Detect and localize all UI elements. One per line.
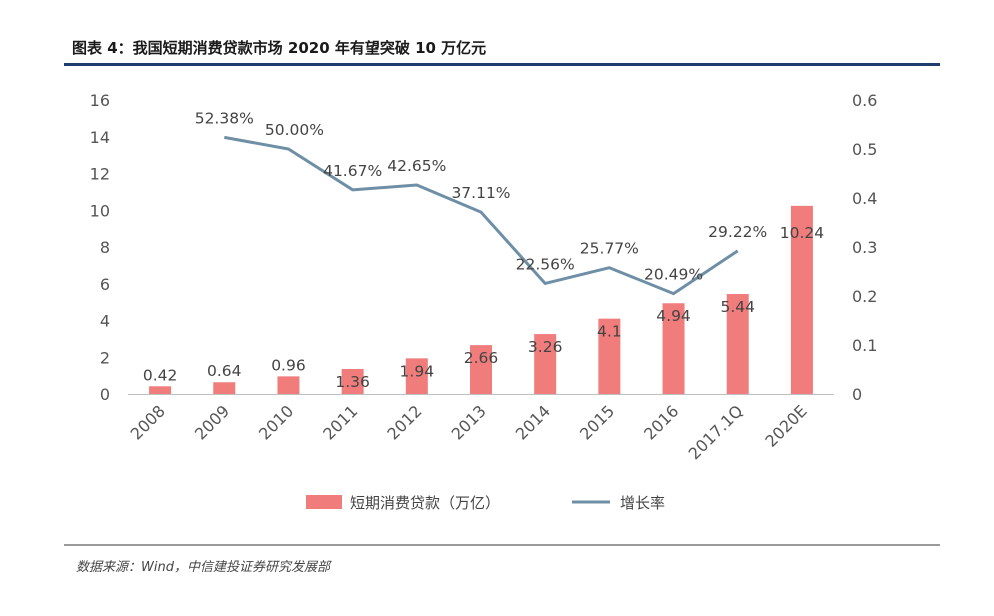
y-right-tick-label: 0.4 [852,189,877,208]
line-data-label: 50.00% [265,121,324,139]
line-data-label: 22.56% [516,255,575,273]
x-tick-label: 2013 [448,401,490,443]
legend-line-label: 增长率 [620,494,665,512]
x-tick-label: 2012 [383,401,425,443]
line-data-label: 25.77% [580,240,639,258]
y-left-tick-label: 8 [100,238,110,257]
bar-data-label: 1.36 [335,373,370,391]
chart-title: 图表 4：我国短期消费贷款市场 2020 年有望突破 10 万亿元 [72,39,487,57]
bar-data-label: 10.24 [780,224,824,242]
bar-data-label: 5.44 [720,298,755,316]
line-data-label: 52.38% [195,109,254,127]
bar [341,369,364,394]
bar [790,205,813,394]
bar [662,303,685,394]
y-left-tick-label: 10 [90,201,110,220]
bar-data-label: 4.1 [597,323,622,341]
y-right-tick-label: 0.6 [852,91,877,110]
y-left-tick-label: 12 [90,165,110,184]
bar [405,358,428,394]
bar [726,294,749,394]
y-right-tick-label: 0.5 [852,140,877,159]
y-left-tick-label: 2 [100,348,110,367]
bar-data-label: 0.96 [271,356,306,374]
line-data-label: 37.11% [451,184,510,202]
y-right-tick-label: 0 [852,385,862,404]
bar-data-label: 0.64 [207,362,242,380]
title-divider [64,63,940,66]
line-data-label: 41.67% [323,162,382,180]
y-left-tick-label: 0 [100,385,110,404]
bar [213,382,236,394]
x-tick-label: 2015 [576,401,618,443]
line-data-label: 20.49% [644,266,703,284]
x-tick-label: 2014 [512,401,554,443]
legend-bar-label: 短期消费贷款（万亿） [350,494,500,512]
bar [534,334,557,394]
bar [149,386,172,394]
bar-data-label: 2.66 [464,349,499,367]
bar [277,376,300,394]
bar-data-label: 4.94 [656,307,691,325]
legend-bar-swatch [306,495,342,509]
footer-divider [64,544,940,546]
y-left-tick-label: 16 [90,91,110,110]
source-note: 数据来源：Wind，中信建投证券研究发展部 [76,560,330,575]
x-tick-label: 2017.1Q [685,401,747,463]
growth-rate-line [224,135,739,296]
y-right-tick-label: 0.3 [852,238,877,257]
y-left-tick-label: 6 [100,275,110,294]
x-tick-label: 2009 [191,401,233,443]
bar-data-label: 3.26 [528,338,563,356]
bar [470,345,492,394]
x-tick-label: 2010 [255,401,297,443]
line-data-label: 42.65% [387,157,446,175]
x-tick-label: 2020E [761,401,810,450]
y-right-tick-label: 0.1 [852,336,877,355]
line-data-label: 29.22% [708,223,767,241]
y-left-tick-label: 4 [100,312,110,331]
y-right-tick-label: 0.2 [852,287,877,306]
bar-data-label: 0.42 [143,366,178,384]
y-left-tick-label: 14 [90,128,110,147]
x-tick-label: 2011 [319,401,361,443]
bar-data-label: 1.94 [400,362,435,380]
bar [598,318,621,394]
x-tick-label: 2016 [640,401,682,443]
x-tick-label: 2008 [127,401,169,443]
